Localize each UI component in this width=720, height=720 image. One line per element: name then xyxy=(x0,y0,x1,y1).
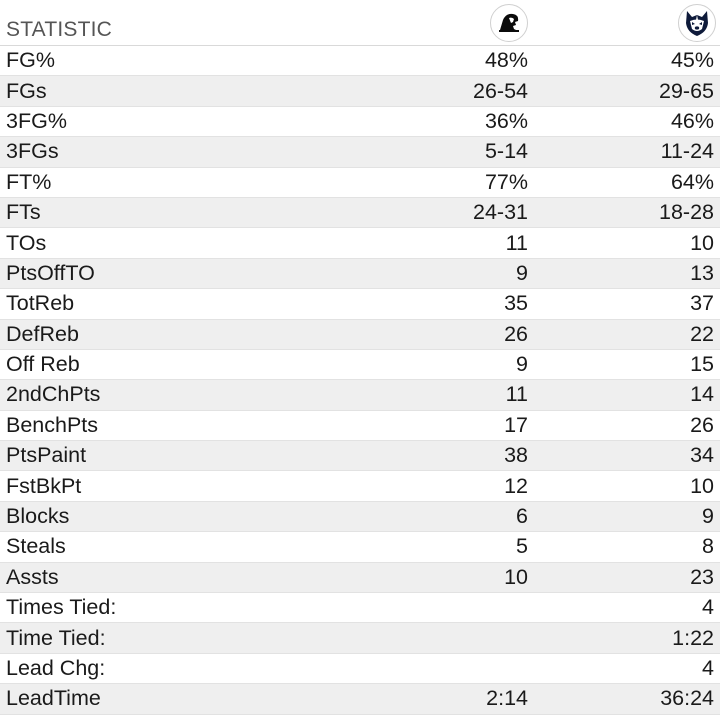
team1-value: 17 xyxy=(504,412,528,437)
stat-label: Times Tied: xyxy=(6,595,117,620)
stat-label: 2ndChPts xyxy=(6,382,101,407)
table-row: PtsOffTO 9 13 xyxy=(0,258,720,290)
team2-value: 8 xyxy=(702,534,714,559)
team2-value: 10 xyxy=(690,473,714,498)
table-row: Blocks 6 9 xyxy=(0,501,720,533)
stat-label: PtsOffTO xyxy=(6,260,95,285)
team2-value: 29-65 xyxy=(659,78,714,103)
team2-value: 4 xyxy=(702,656,714,680)
team2-value: 1:22 xyxy=(672,625,714,650)
team1-value: 12 xyxy=(504,473,528,498)
team1-value: 38 xyxy=(504,443,528,468)
team1-value: 36% xyxy=(484,108,528,133)
team1-value: 24-31 xyxy=(473,200,528,225)
team1-value: 77% xyxy=(484,169,528,194)
team-logos xyxy=(0,0,720,46)
team2-value: 18-28 xyxy=(659,200,714,225)
statistic-column-header: STATISTIC xyxy=(6,18,113,41)
stat-label: FG% xyxy=(6,48,55,73)
table-row: DefReb 26 22 xyxy=(0,319,720,350)
team2-value: 23 xyxy=(690,564,714,589)
stat-label: FTs xyxy=(6,200,41,225)
team2-value: 13 xyxy=(690,260,714,285)
table-row: LeadTime 2:14 36:24 xyxy=(0,684,720,715)
stat-label: PtsPaint xyxy=(6,443,87,468)
table-row: Time Tied: 1:22 xyxy=(0,623,720,654)
team2-value: 22 xyxy=(690,321,714,346)
stat-label: FT% xyxy=(6,169,52,194)
uconn-huskies-logo-icon[interactable] xyxy=(678,4,716,42)
stat-label: TotReb xyxy=(6,291,75,316)
stat-label: FGs xyxy=(6,78,47,103)
team2-value: 45% xyxy=(670,48,714,73)
team1-value: 11 xyxy=(505,230,528,255)
table-row: 2ndChPts 11 14 xyxy=(0,380,720,411)
stat-label: Lead Chg: xyxy=(6,656,106,680)
stat-label: 3FG% xyxy=(6,108,67,133)
stat-label: Blocks xyxy=(6,504,70,529)
team1-value: 35 xyxy=(504,291,528,316)
team2-value: 64% xyxy=(670,169,714,194)
team1-value: 10 xyxy=(504,564,528,589)
table-row: PtsPaint 38 34 xyxy=(0,441,720,472)
stat-label: Time Tied: xyxy=(6,625,106,650)
table-row: Lead Chg: 4 xyxy=(0,654,720,685)
table-header: STATISTIC xyxy=(0,0,720,46)
providence-friars-logo-icon[interactable] xyxy=(490,4,528,42)
team1-value: 9 xyxy=(516,260,528,285)
team1-value: 26-54 xyxy=(473,78,528,103)
table-row: FTs 24-31 18-28 xyxy=(0,197,720,229)
team1-value: 26 xyxy=(504,321,528,346)
stats-rows: FG% 48% 45% FGs 26-54 29-65 3FG% 36% 46% 3FGs 5… xyxy=(0,46,720,715)
team2-value: 15 xyxy=(690,352,714,377)
table-row: Times Tied: 4 xyxy=(0,593,720,624)
team2-value: 34 xyxy=(690,443,714,468)
table-row: Off Reb 9 15 xyxy=(0,350,720,381)
team1-value: 6 xyxy=(516,504,528,529)
table-row: BenchPts 17 26 xyxy=(0,411,720,442)
team2-value: 26 xyxy=(690,412,714,437)
stat-label: LeadTime xyxy=(6,686,101,711)
team2-value: 9 xyxy=(702,504,714,529)
team2-value: 37 xyxy=(690,291,714,316)
table-row: Steals 5 8 xyxy=(0,532,720,563)
team2-value: 11-24 xyxy=(660,139,714,164)
team2-value: 14 xyxy=(690,382,714,407)
table-row: FG% 48% 45% xyxy=(0,46,720,77)
table-row: 3FG% 36% 46% xyxy=(0,107,720,138)
stat-label: FstBkPt xyxy=(6,473,82,498)
team1-value: 11 xyxy=(505,382,528,407)
table-row: FGs 26-54 29-65 xyxy=(0,76,720,107)
team2-value: 4 xyxy=(702,595,714,620)
table-row: FstBkPt 12 10 xyxy=(0,471,720,502)
stat-label: TOs xyxy=(6,230,47,255)
table-row: TotReb 35 37 xyxy=(0,289,720,320)
team2-value: 10 xyxy=(690,230,714,255)
team1-value: 2:14 xyxy=(486,686,528,711)
stat-label: Steals xyxy=(6,534,66,559)
table-row: TOs 11 10 xyxy=(0,228,720,259)
team1-value: 9 xyxy=(516,352,528,377)
table-row: 3FGs 5-14 11-24 xyxy=(0,137,720,168)
stat-label: Off Reb xyxy=(6,352,80,377)
team1-value: 5-14 xyxy=(484,139,528,164)
stat-label: 3FGs xyxy=(6,139,59,164)
team2-value: 46% xyxy=(670,108,714,133)
team1-value: 5 xyxy=(516,534,528,559)
table-row: Assts 10 23 xyxy=(0,562,720,594)
stat-label: DefReb xyxy=(6,321,79,346)
table-row: FT% 77% 64% xyxy=(0,168,720,198)
stat-label: Assts xyxy=(6,564,59,589)
team2-value: 36:24 xyxy=(660,686,714,711)
team1-value: 48% xyxy=(484,48,528,73)
stat-label: BenchPts xyxy=(6,412,99,437)
